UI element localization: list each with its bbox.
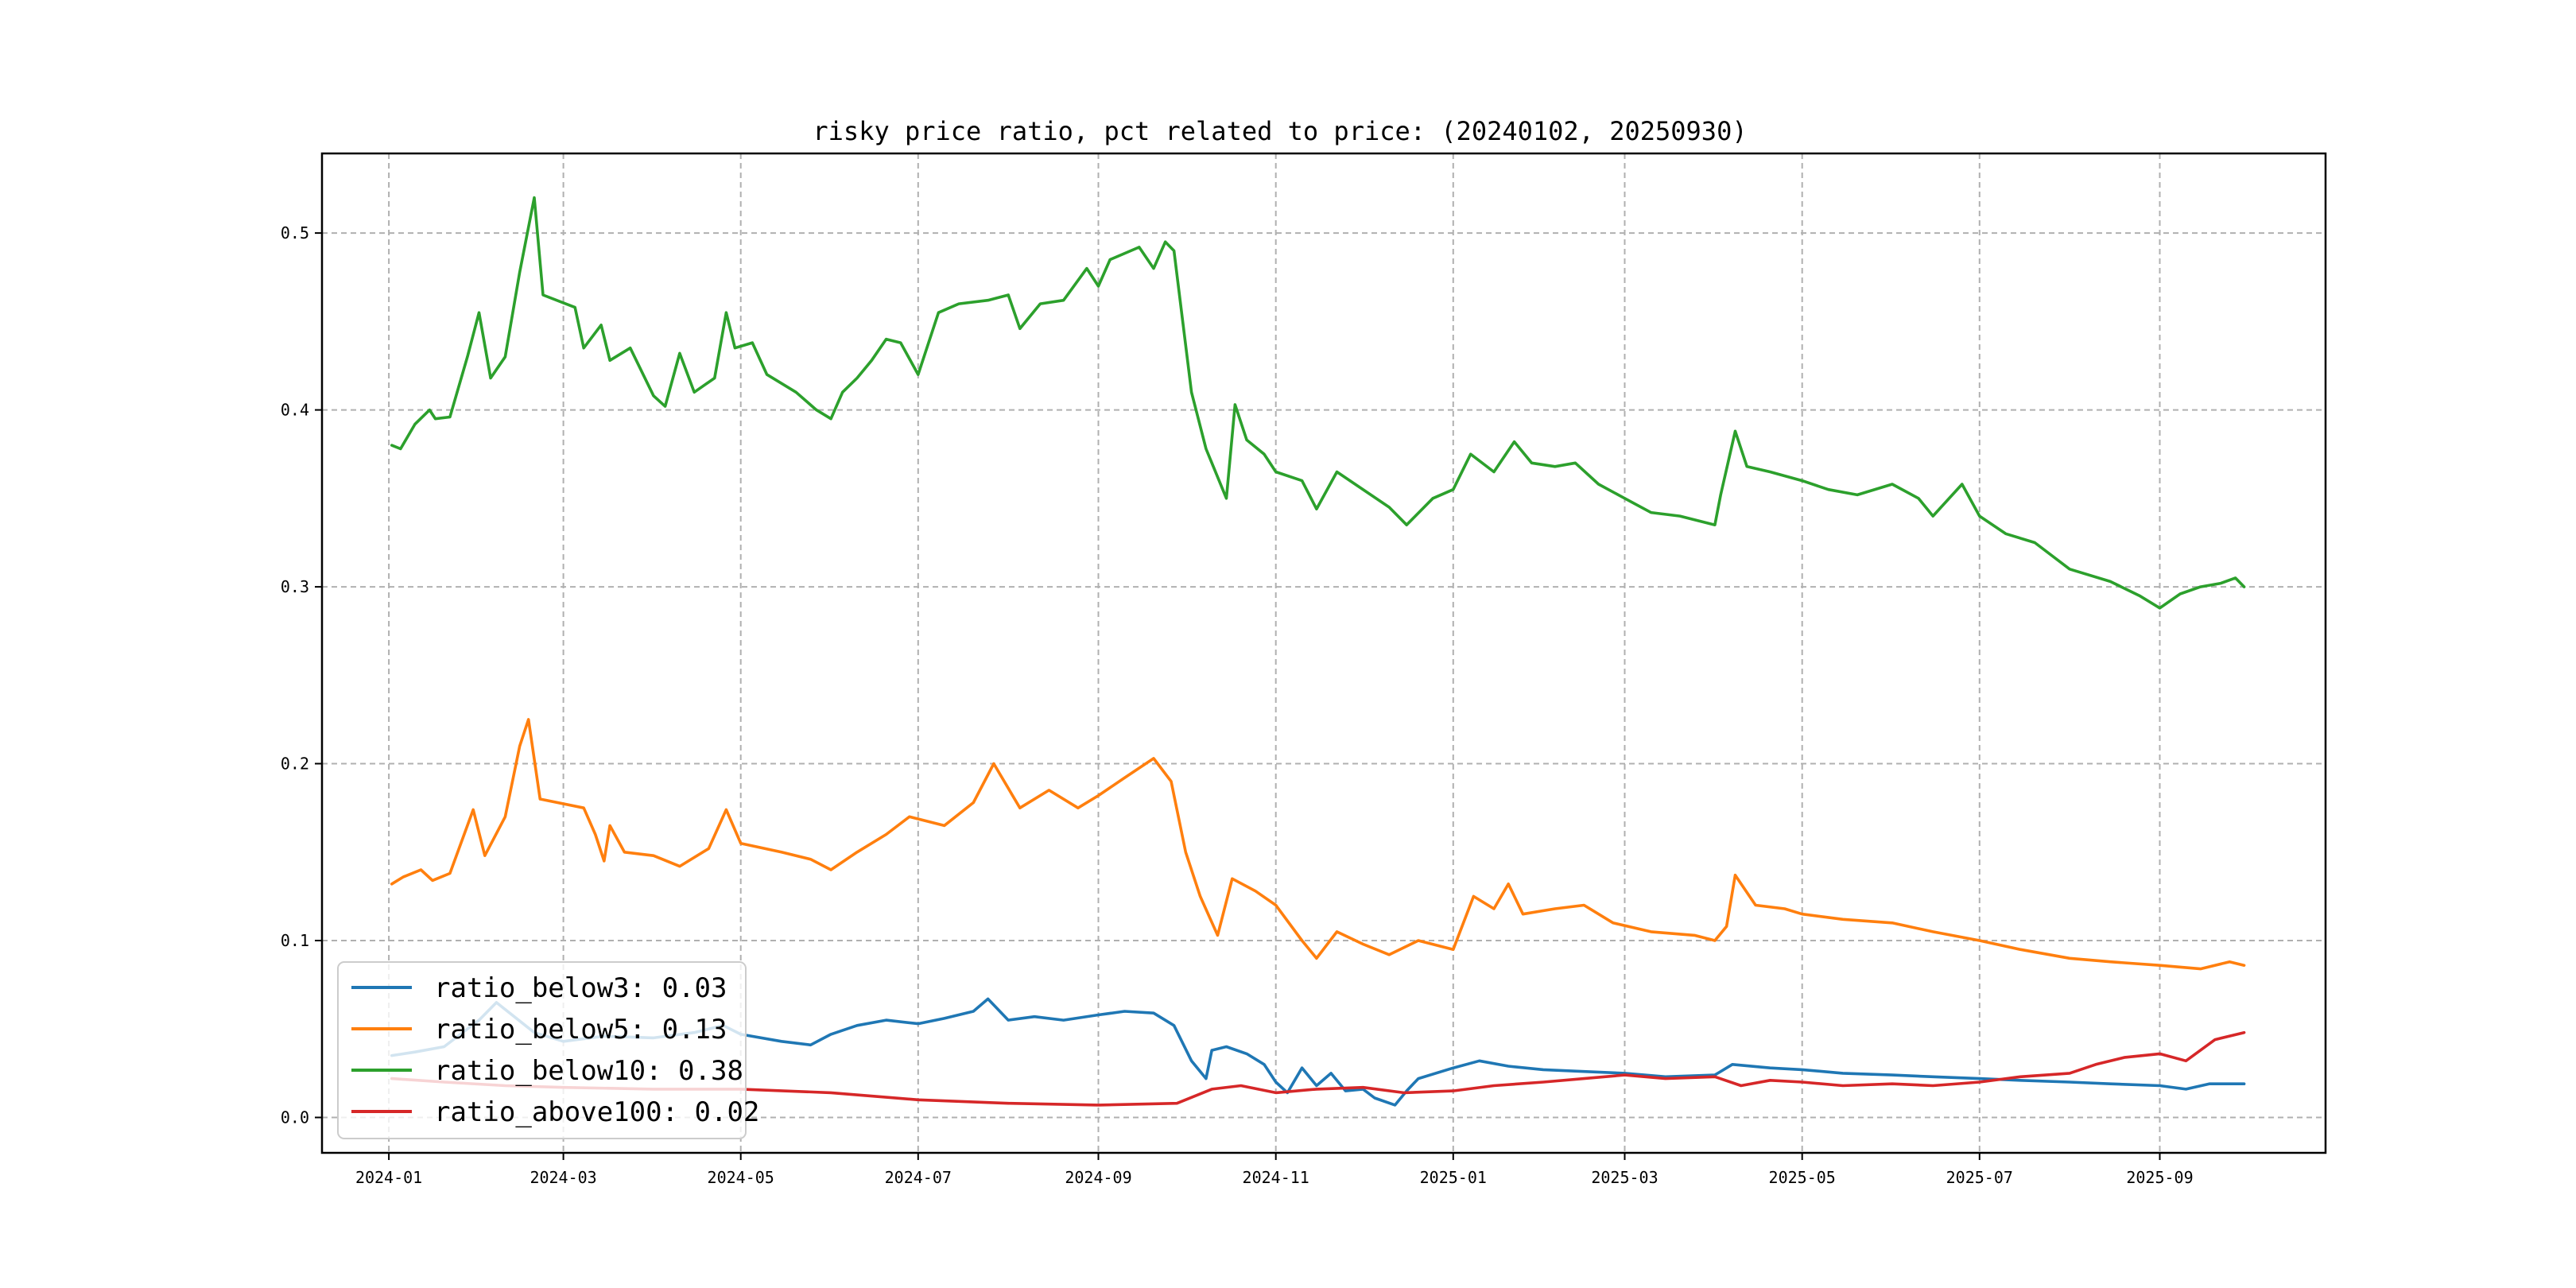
y-tick-label: 0.4 — [281, 401, 309, 420]
axis-ticks: 2024-01 2024-03 2024-05 2024-07 2024-09 2024-… — [281, 223, 2194, 1187]
series-line-2 — [390, 718, 2246, 971]
x-tick-label: 2024-11 — [1243, 1168, 1309, 1187]
legend-label: ratio_below5: 0.13 — [434, 1014, 727, 1046]
x-tick-label: 2025-09 — [2126, 1168, 2193, 1187]
legend-box — [337, 961, 747, 1139]
y-tick-label: 0.3 — [281, 577, 309, 596]
series-layer — [390, 196, 2246, 1107]
legend-label: ratio_below10: 0.38 — [434, 1055, 743, 1087]
x-tick-label: 2024-05 — [708, 1168, 774, 1187]
legend-label: ratio_below3: 0.03 — [434, 972, 727, 1004]
chart-title: risky price ratio, pct related to price:… — [813, 116, 1747, 146]
series-line-3 — [390, 196, 2246, 610]
x-tick-label: 2025-01 — [1420, 1168, 1487, 1187]
y-tick-label: 0.1 — [281, 931, 309, 950]
x-tick-label: 2024-09 — [1065, 1168, 1131, 1187]
series-line-4 — [390, 1030, 2246, 1107]
x-tick-label: 2025-07 — [1946, 1168, 2013, 1187]
x-tick-label: 2024-03 — [530, 1168, 596, 1187]
y-tick-label: 0.0 — [281, 1108, 309, 1127]
x-tick-label: 2025-03 — [1591, 1168, 1658, 1187]
y-tick-label: 0.2 — [281, 755, 309, 774]
legend-label: ratio_above100: 0.02 — [434, 1096, 759, 1128]
y-tick-label: 0.5 — [281, 223, 309, 242]
legend: ratio_below3: 0.03 ratio_below5: 0.13 rati… — [337, 961, 759, 1139]
x-tick-label: 2024-07 — [885, 1168, 952, 1187]
x-tick-label: 2024-01 — [355, 1168, 422, 1187]
x-tick-label: 2025-05 — [1769, 1168, 1836, 1187]
plot-frame — [320, 152, 2327, 1154]
